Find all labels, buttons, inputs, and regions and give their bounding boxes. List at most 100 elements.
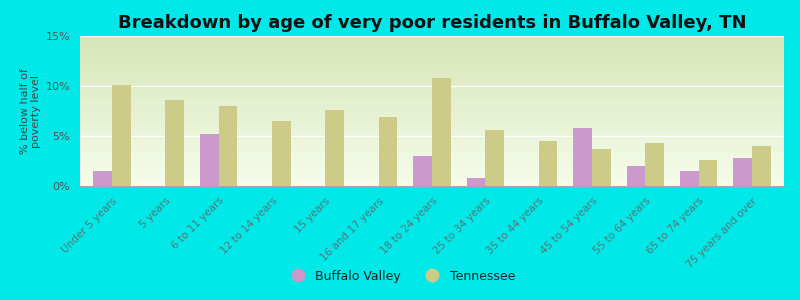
Bar bbox=[80, 52, 784, 54]
Bar bbox=[80, 84, 784, 86]
Bar bbox=[466, 178, 486, 186]
Bar bbox=[378, 117, 398, 186]
Bar bbox=[80, 110, 784, 111]
Bar bbox=[80, 176, 784, 177]
Bar bbox=[80, 184, 784, 186]
Bar bbox=[80, 140, 784, 141]
Bar bbox=[166, 100, 184, 186]
Bar bbox=[80, 80, 784, 81]
Bar bbox=[80, 56, 784, 57]
Bar bbox=[80, 106, 784, 108]
Bar bbox=[80, 126, 784, 128]
Bar bbox=[80, 93, 784, 94]
Bar bbox=[626, 166, 646, 186]
Bar bbox=[80, 174, 784, 176]
Bar bbox=[80, 94, 784, 96]
Bar bbox=[752, 146, 770, 186]
Bar bbox=[80, 105, 784, 106]
Bar bbox=[80, 36, 784, 38]
Legend: Buffalo Valley, Tennessee: Buffalo Valley, Tennessee bbox=[280, 265, 520, 288]
Bar bbox=[80, 75, 784, 76]
Bar bbox=[80, 172, 784, 174]
Bar bbox=[80, 82, 784, 84]
Bar bbox=[80, 72, 784, 74]
Bar bbox=[80, 177, 784, 178]
Bar bbox=[80, 150, 784, 152]
Bar bbox=[80, 63, 784, 64]
Bar bbox=[80, 88, 784, 90]
Bar bbox=[80, 136, 784, 138]
Bar bbox=[80, 103, 784, 105]
Bar bbox=[80, 112, 784, 114]
Bar bbox=[80, 182, 784, 183]
Bar bbox=[80, 85, 784, 87]
Bar bbox=[734, 158, 752, 186]
Bar bbox=[80, 51, 784, 52]
Bar bbox=[432, 78, 450, 186]
Bar bbox=[272, 121, 290, 186]
Bar bbox=[80, 54, 784, 56]
Bar bbox=[80, 117, 784, 118]
Bar bbox=[80, 45, 784, 46]
Bar bbox=[80, 114, 784, 116]
Bar bbox=[80, 138, 784, 140]
Bar bbox=[80, 142, 784, 144]
Bar bbox=[80, 90, 784, 92]
Bar bbox=[80, 50, 784, 51]
Bar bbox=[538, 141, 558, 186]
Bar bbox=[80, 180, 784, 182]
Bar bbox=[80, 70, 784, 72]
Bar bbox=[218, 106, 238, 186]
Bar bbox=[80, 122, 784, 123]
Bar bbox=[80, 99, 784, 100]
Bar bbox=[80, 92, 784, 93]
Bar bbox=[80, 159, 784, 160]
Bar bbox=[80, 158, 784, 159]
Bar bbox=[80, 129, 784, 130]
Bar bbox=[80, 171, 784, 172]
Bar bbox=[80, 116, 784, 117]
Bar bbox=[80, 111, 784, 112]
Bar bbox=[80, 118, 784, 120]
Bar bbox=[80, 167, 784, 168]
Bar bbox=[80, 81, 784, 82]
Bar bbox=[80, 147, 784, 148]
Bar bbox=[80, 38, 784, 39]
Bar bbox=[80, 144, 784, 146]
Bar bbox=[80, 102, 784, 104]
Bar bbox=[80, 46, 784, 48]
Bar bbox=[80, 183, 784, 184]
Bar bbox=[80, 100, 784, 102]
Bar bbox=[80, 146, 784, 147]
Bar bbox=[80, 164, 784, 165]
Bar bbox=[80, 96, 784, 98]
Bar bbox=[80, 160, 784, 162]
Bar bbox=[592, 149, 610, 186]
Bar bbox=[486, 130, 504, 186]
Bar bbox=[80, 76, 784, 78]
Bar bbox=[80, 61, 784, 63]
Bar bbox=[80, 148, 784, 150]
Bar bbox=[80, 134, 784, 135]
Bar bbox=[80, 169, 784, 171]
Bar bbox=[80, 44, 784, 45]
Bar bbox=[80, 60, 784, 61]
Bar bbox=[646, 143, 664, 186]
Bar bbox=[80, 58, 784, 60]
Bar bbox=[80, 108, 784, 110]
Bar bbox=[80, 57, 784, 58]
Bar bbox=[80, 124, 784, 126]
Y-axis label: % below half of
poverty level: % below half of poverty level bbox=[20, 68, 42, 154]
Bar bbox=[80, 48, 784, 50]
Bar bbox=[414, 156, 432, 186]
Bar bbox=[200, 134, 218, 186]
Bar bbox=[80, 178, 784, 180]
Bar bbox=[80, 42, 784, 44]
Bar bbox=[80, 69, 784, 70]
Bar bbox=[80, 120, 784, 122]
Bar bbox=[80, 87, 784, 88]
Bar bbox=[80, 98, 784, 99]
Title: Breakdown by age of very poor residents in Buffalo Valley, TN: Breakdown by age of very poor residents … bbox=[118, 14, 746, 32]
Bar bbox=[80, 141, 784, 142]
Bar bbox=[80, 39, 784, 40]
